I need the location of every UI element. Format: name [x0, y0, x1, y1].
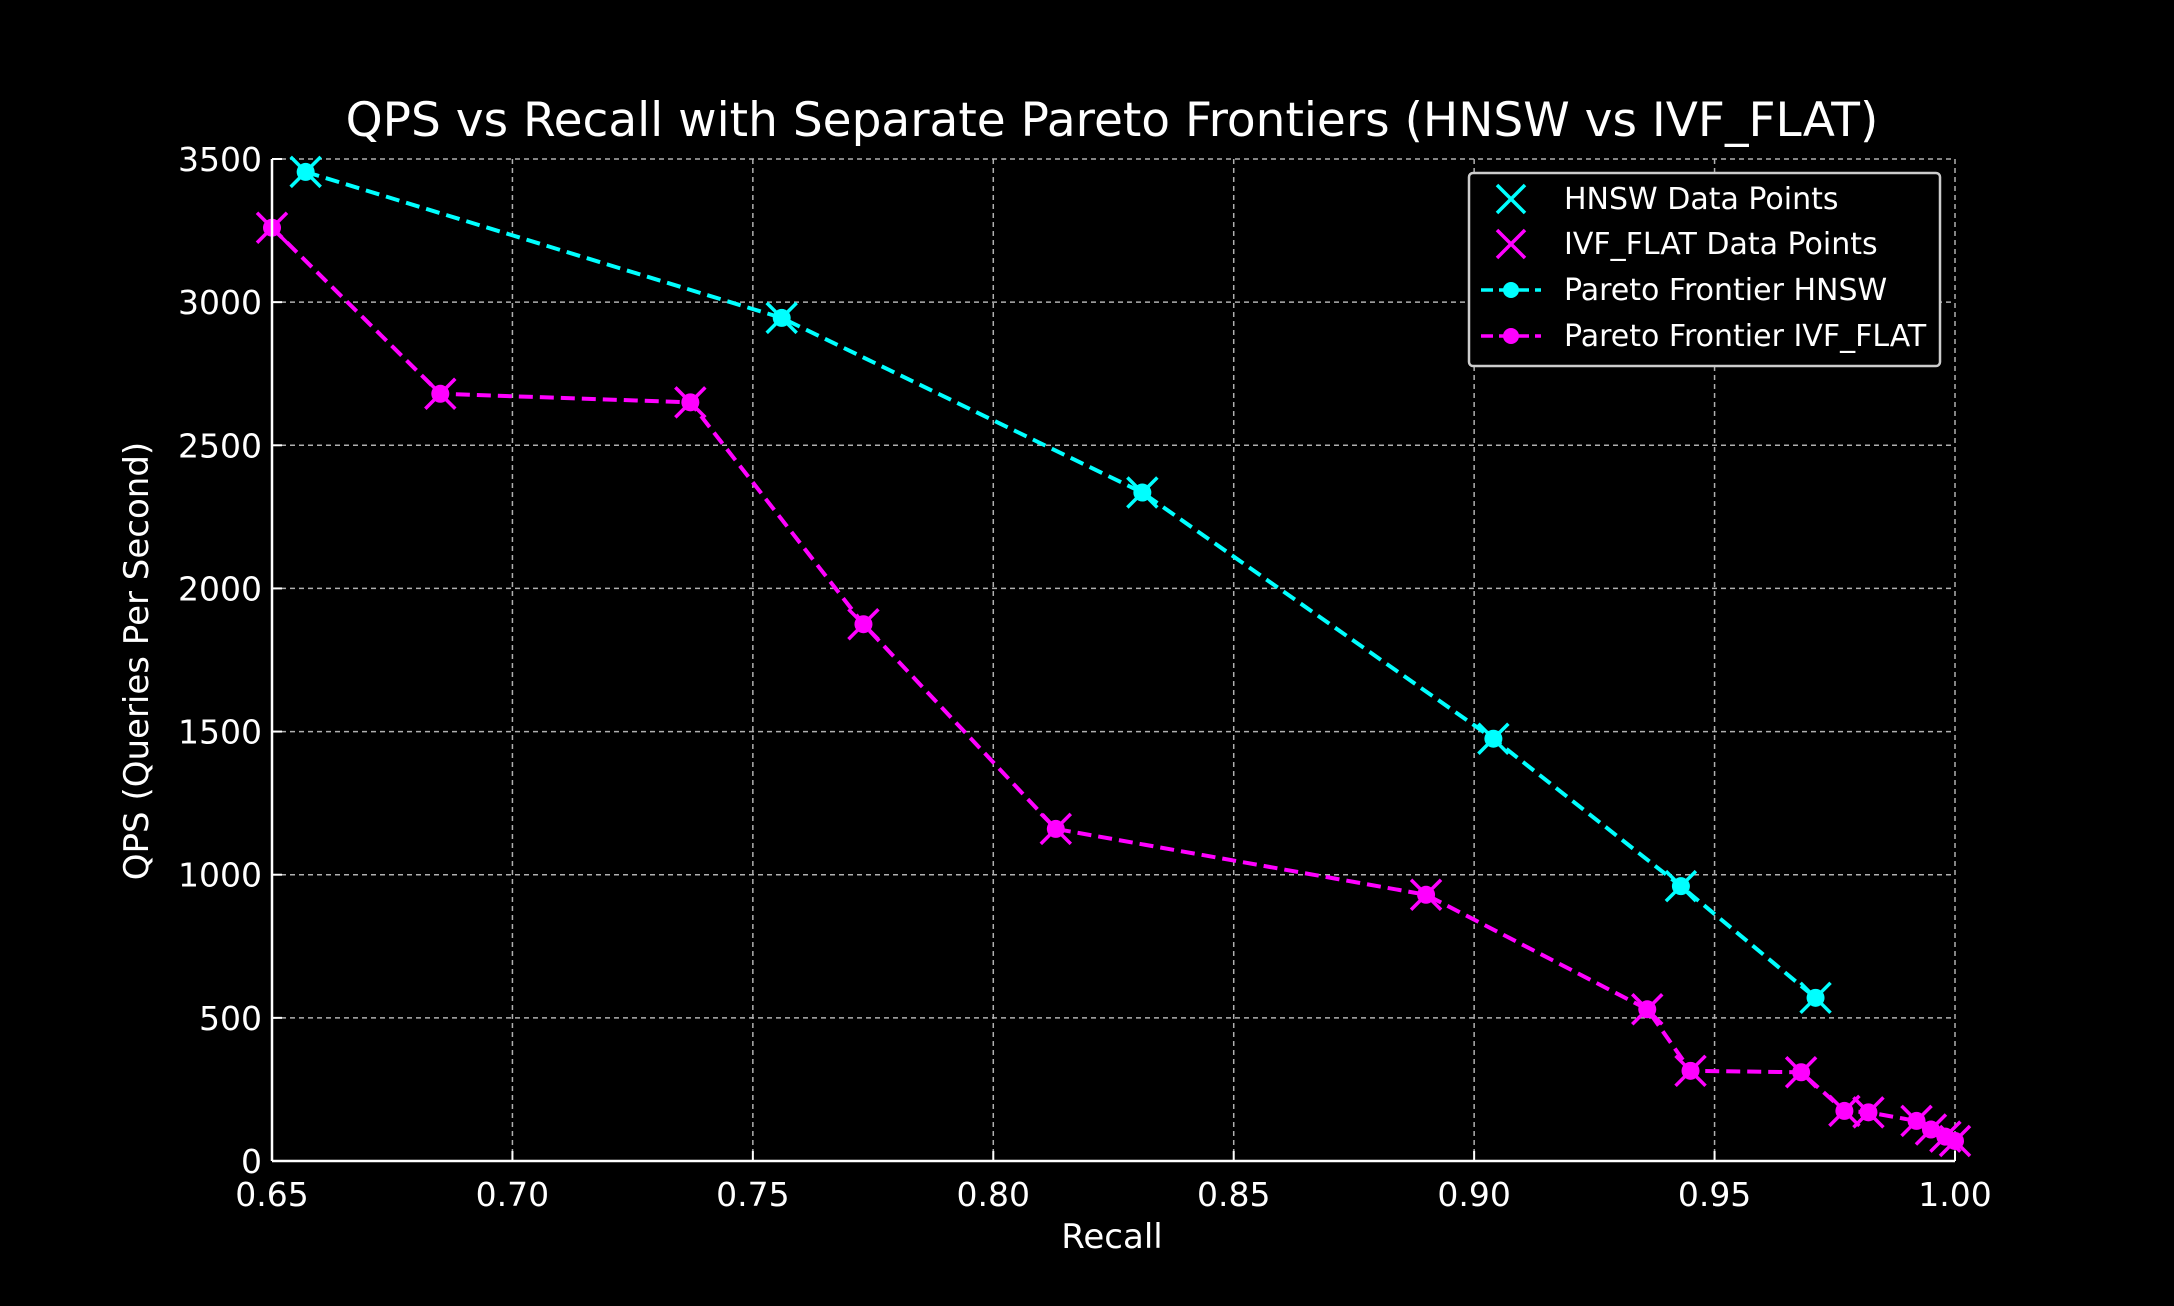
legend-marker-hnsw-frontier — [1481, 282, 1541, 298]
y-tick-label: 2000 — [178, 569, 262, 608]
legend-box — [1467, 171, 1942, 368]
data-point-ivf-flat — [1674, 1054, 1707, 1088]
frontier-point — [1835, 1101, 1854, 1120]
data-point-ivf-flat — [847, 607, 880, 641]
frontier-line-hnsw — [305, 169, 1817, 1000]
frontier-point — [1638, 1000, 1657, 1019]
x-tick-label: 0.85 — [1197, 1175, 1270, 1214]
x-tick-label: 0.75 — [716, 1175, 789, 1214]
y-tick-label: 1000 — [178, 856, 262, 895]
x-tick-label: 0.70 — [476, 1175, 549, 1214]
data-point-ivf-flat — [424, 377, 457, 410]
data-point-ivf-flat — [1039, 812, 1073, 846]
data-point-ivf-flat — [1852, 1096, 1885, 1129]
legend-label-ivf-points: IVF_FLAT Data Points — [1564, 227, 1878, 262]
legend: HNSW Data Points IVF_FLAT Data Points Pa… — [1467, 171, 1942, 368]
x-tick-label: 0.65 — [235, 1175, 308, 1214]
x-tick-label: 0.80 — [957, 1175, 1030, 1214]
frontier-point — [772, 308, 791, 327]
data-point-ivf-flat — [1631, 993, 1664, 1026]
data-point-ivf-flat — [1938, 1124, 1972, 1158]
data-point-ivf-flat — [1409, 878, 1443, 911]
x-axis-label: Recall — [1061, 1217, 1162, 1257]
frontier-point — [296, 162, 315, 181]
axis-ticks: 0.65 0.70 0.75 0.80 0.85 0.90 0.95 1.00 0 500 1000… — [178, 140, 1992, 1214]
y-tick-label: 500 — [199, 999, 262, 1038]
chart-title: QPS vs Recall with Separate Pareto Front… — [346, 93, 1879, 148]
frontier-point — [431, 384, 450, 403]
frontier-point — [1133, 483, 1152, 502]
y-tick-label: 1500 — [178, 713, 262, 752]
data-point-hnsw — [765, 301, 798, 335]
frontier-point — [1806, 988, 1825, 1007]
y-tick-label: 0 — [241, 1142, 262, 1181]
plot-series — [255, 155, 1972, 1158]
frontier-point — [1946, 1131, 1964, 1150]
frontier-point — [1417, 885, 1436, 904]
legend-marker-hnsw-points — [1495, 183, 1527, 215]
x-tick-label: 0.90 — [1437, 1175, 1510, 1214]
legend-label-hnsw-frontier: Pareto Frontier HNSW — [1564, 273, 1887, 308]
y-axis-label: QPS (Queries Per Second) — [117, 442, 157, 880]
frontier-point — [1792, 1063, 1811, 1082]
data-point-hnsw — [1477, 722, 1510, 755]
frontier-point — [854, 615, 873, 634]
data-point-ivf-flat — [674, 386, 707, 419]
frontier-point — [681, 393, 700, 412]
y-tick-label: 2500 — [178, 426, 262, 465]
frontier-point — [1671, 877, 1690, 896]
data-point-hnsw — [1799, 981, 1832, 1015]
y-tick-label: 3000 — [178, 283, 262, 322]
data-point-hnsw — [289, 155, 322, 189]
frontier-point — [1859, 1103, 1878, 1122]
legend-label-ivf-frontier: Pareto Frontier IVF_FLAT — [1564, 319, 1927, 354]
frontier-point — [1907, 1111, 1926, 1130]
frontier-point — [1046, 819, 1065, 838]
frontier-point — [1484, 729, 1503, 748]
data-point-ivf-flat — [1784, 1056, 1818, 1089]
axes-spines — [270, 159, 1955, 1163]
legend-marker-ivf-frontier — [1481, 328, 1541, 344]
y-tick-label: 3500 — [178, 140, 262, 179]
data-point-hnsw — [1664, 869, 1698, 903]
frontier-point — [1681, 1061, 1700, 1080]
legend-label-hnsw-points: HNSW Data Points — [1564, 182, 1839, 217]
x-tick-label: 0.95 — [1678, 1175, 1751, 1214]
data-point-ivf-flat — [1828, 1094, 1861, 1128]
data-point-ivf-flat — [1900, 1104, 1933, 1138]
legend-marker-ivf-points — [1495, 228, 1527, 260]
x-tick-label: 1.00 — [1918, 1175, 1991, 1214]
data-point-hnsw — [1126, 476, 1159, 509]
